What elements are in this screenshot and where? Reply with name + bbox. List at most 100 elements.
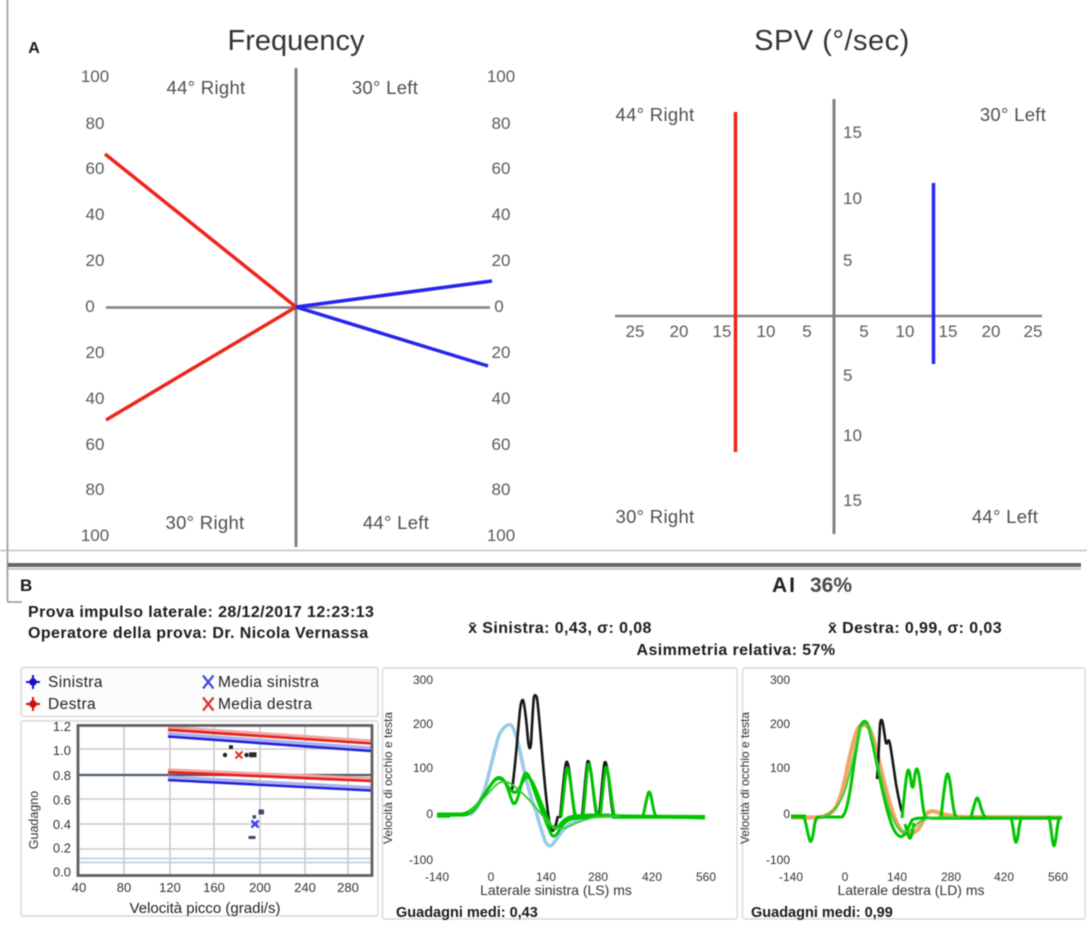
- svg-text:10: 10: [896, 322, 915, 341]
- svg-text:20: 20: [492, 343, 511, 362]
- svg-text:Operatore della prova: Dr. Nic: Operatore della prova: Dr. Nicola Vernas…: [28, 625, 369, 642]
- svg-text:300: 300: [413, 673, 433, 687]
- svg-text:20: 20: [86, 343, 105, 362]
- svg-text:Guadagno: Guadagno: [27, 791, 41, 849]
- svg-text:B: B: [20, 576, 32, 595]
- svg-text:80: 80: [86, 114, 105, 133]
- svg-text:44° Right: 44° Right: [615, 104, 694, 125]
- svg-text:40: 40: [492, 205, 511, 224]
- svg-text:100: 100: [81, 526, 109, 545]
- svg-text:80: 80: [492, 480, 511, 499]
- svg-text:SPV (°/sec): SPV (°/sec): [754, 25, 910, 57]
- svg-text:200: 200: [770, 717, 790, 731]
- svg-text:10: 10: [843, 189, 862, 208]
- svg-text:15: 15: [843, 491, 862, 510]
- svg-text:Media destra: Media destra: [218, 696, 312, 713]
- svg-text:Sinistra: Sinistra: [48, 674, 103, 691]
- svg-text:300: 300: [770, 673, 790, 687]
- svg-text:5: 5: [843, 366, 852, 385]
- svg-text:100: 100: [413, 761, 433, 775]
- svg-text:60: 60: [86, 435, 105, 454]
- svg-text:60: 60: [492, 159, 511, 178]
- svg-text:36%: 36%: [810, 574, 852, 597]
- svg-text:20: 20: [982, 322, 1001, 341]
- svg-text:0: 0: [426, 807, 433, 821]
- svg-text:30° Left: 30° Left: [352, 77, 418, 98]
- svg-text:0.8: 0.8: [53, 768, 71, 783]
- svg-text:Laterale sinistra (LS) ms: Laterale sinistra (LS) ms: [480, 882, 632, 898]
- svg-text:40: 40: [86, 389, 105, 408]
- svg-text:60: 60: [86, 159, 105, 178]
- svg-text:420: 420: [642, 870, 662, 884]
- svg-text:100: 100: [487, 526, 515, 545]
- svg-text:30° Right: 30° Right: [615, 506, 694, 527]
- svg-text:Velocità di occhio e testa: Velocità di occhio e testa: [738, 712, 752, 844]
- svg-text:280: 280: [588, 870, 608, 884]
- svg-text:0.4: 0.4: [53, 817, 71, 832]
- svg-text:1.2: 1.2: [53, 719, 71, 734]
- svg-text:80: 80: [86, 480, 105, 499]
- svg-text:15: 15: [843, 123, 862, 142]
- svg-text:0: 0: [85, 297, 94, 316]
- svg-text:44° Left: 44° Left: [363, 512, 429, 533]
- svg-text:5: 5: [843, 251, 852, 270]
- svg-text:-140: -140: [779, 870, 803, 884]
- svg-text:Media sinistra: Media sinistra: [218, 674, 319, 691]
- svg-text:80: 80: [117, 880, 131, 895]
- svg-text:240: 240: [294, 880, 316, 895]
- svg-text:10: 10: [757, 322, 776, 341]
- svg-text:44° Left: 44° Left: [972, 506, 1038, 527]
- svg-text:0: 0: [494, 297, 503, 316]
- svg-text:Laterale destra (LD) ms: Laterale destra (LD) ms: [837, 882, 984, 898]
- svg-text:5: 5: [859, 322, 868, 341]
- svg-text:80: 80: [492, 114, 511, 133]
- svg-text:-140: -140: [425, 870, 449, 884]
- svg-text:x̄ Sinistra: 0,43, σ: 0,08: x̄ Sinistra: 0,43, σ: 0,08: [468, 620, 652, 637]
- svg-text:20: 20: [670, 322, 689, 341]
- svg-text:120: 120: [159, 880, 181, 895]
- svg-text:40: 40: [86, 205, 105, 224]
- svg-text:30° Left: 30° Left: [980, 104, 1046, 125]
- svg-text:-100: -100: [409, 853, 433, 867]
- svg-text:20: 20: [492, 251, 511, 270]
- svg-text:Guadagni medi: 0,43: Guadagni medi: 0,43: [396, 905, 538, 921]
- svg-text:Asimmetria relativa: 57%: Asimmetria relativa: 57%: [636, 642, 835, 659]
- svg-text:Prova impulso laterale: 28/12/: Prova impulso laterale: 28/12/2017 12:23…: [28, 604, 374, 621]
- svg-text:200: 200: [249, 880, 271, 895]
- svg-text:x̄ Destra: 0,99, σ: 0,03: x̄ Destra: 0,99, σ: 0,03: [828, 620, 1002, 637]
- svg-text:0.0: 0.0: [53, 865, 71, 880]
- svg-text:5: 5: [802, 322, 811, 341]
- svg-text:1.0: 1.0: [53, 743, 71, 758]
- svg-text:Velocità picco (gradi/s): Velocità picco (gradi/s): [130, 900, 281, 917]
- svg-text:44° Right: 44° Right: [166, 77, 245, 98]
- svg-text:AI: AI: [772, 574, 797, 597]
- svg-text:100: 100: [770, 761, 790, 775]
- svg-text:560: 560: [696, 870, 716, 884]
- svg-text:Destra: Destra: [48, 696, 96, 713]
- svg-text:40: 40: [492, 389, 511, 408]
- svg-text:30° Right: 30° Right: [165, 512, 244, 533]
- svg-text:160: 160: [203, 880, 225, 895]
- svg-text:420: 420: [994, 870, 1014, 884]
- svg-text:560: 560: [1048, 870, 1068, 884]
- svg-text:25: 25: [1024, 322, 1043, 341]
- svg-text:0: 0: [783, 807, 790, 821]
- svg-text:0: 0: [842, 870, 849, 884]
- svg-text:140: 140: [536, 870, 556, 884]
- svg-text:280: 280: [941, 870, 961, 884]
- svg-text:Velocità di occhio e testa: Velocità di occhio e testa: [381, 712, 395, 844]
- svg-text:200: 200: [413, 717, 433, 731]
- svg-text:100: 100: [81, 67, 109, 86]
- svg-text:15: 15: [713, 322, 732, 341]
- svg-text:Frequency: Frequency: [227, 25, 365, 57]
- svg-text:0.6: 0.6: [53, 793, 71, 808]
- svg-text:280: 280: [337, 880, 359, 895]
- svg-text:20: 20: [86, 251, 105, 270]
- svg-text:25: 25: [626, 322, 645, 341]
- svg-text:0: 0: [488, 870, 495, 884]
- svg-text:0.2: 0.2: [53, 841, 71, 856]
- svg-text:Guadagni medi: 0,99: Guadagni medi: 0,99: [751, 905, 893, 921]
- svg-text:100: 100: [487, 67, 515, 86]
- svg-text:10: 10: [843, 426, 862, 445]
- svg-text:140: 140: [887, 870, 907, 884]
